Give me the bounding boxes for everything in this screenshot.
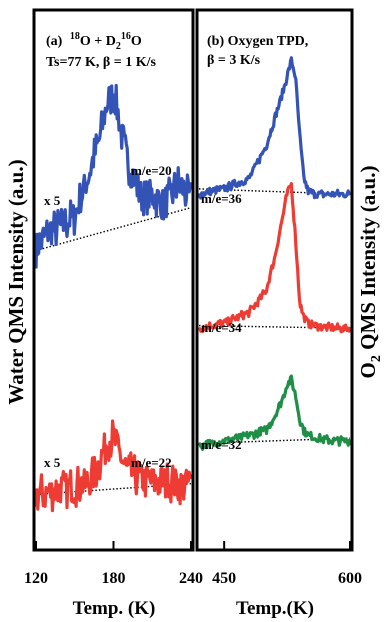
panel-b-title: (b) Oxygen TPD,: [207, 34, 308, 49]
series-me20: [34, 83, 193, 269]
panel-a-conditions: Ts=77 K, β = 1 K/s: [46, 55, 157, 70]
trace-label-me36: m/e=36: [201, 191, 242, 206]
scale-label-me20: x 5: [44, 193, 61, 208]
trace-label-me20: m/e=20: [131, 163, 172, 178]
panel-a-ylabel: Water QMS Intensity (a.u.): [4, 159, 28, 404]
trace-label-me34: m/e=34: [201, 320, 242, 335]
x-tick-label-a-180: 180: [102, 570, 126, 587]
series-me36: [197, 56, 352, 200]
series-me32: [197, 374, 352, 451]
panel-b-ylabel: O2 QMS Intensity (a.u.): [356, 166, 384, 379]
x-tick-label-b-450: 450: [212, 570, 236, 587]
x-tick-label-b-600: 600: [338, 570, 362, 587]
trace-label-me22: m/e=22: [131, 455, 172, 470]
series-me34: [197, 182, 352, 334]
panel-a-title: (a) 18O + D216O: [46, 31, 142, 52]
panel-a-xlabel: Temp. (K): [73, 598, 156, 619]
x-tick-label-a-120: 120: [24, 570, 48, 587]
scale-label-me22: x 5: [44, 455, 61, 470]
trace-label-me32: m/e=32: [201, 437, 242, 452]
baseline-me34: [198, 324, 351, 329]
panel-b-rate: β = 3 K/s: [207, 53, 261, 68]
panel-a-frame: [32, 8, 195, 552]
panel-a-plot-area: [34, 83, 193, 513]
axis-ticks: [35, 541, 351, 549]
x-tick-label-a-240: 240: [179, 570, 203, 587]
x-tick-labels: 120 180 240 450 600: [24, 570, 362, 587]
panel-b-frame: [195, 8, 354, 552]
panel-b-plot-area: [197, 56, 352, 451]
series-me22: [34, 419, 193, 513]
panel-b-xlabel: Temp.(K): [236, 598, 314, 619]
